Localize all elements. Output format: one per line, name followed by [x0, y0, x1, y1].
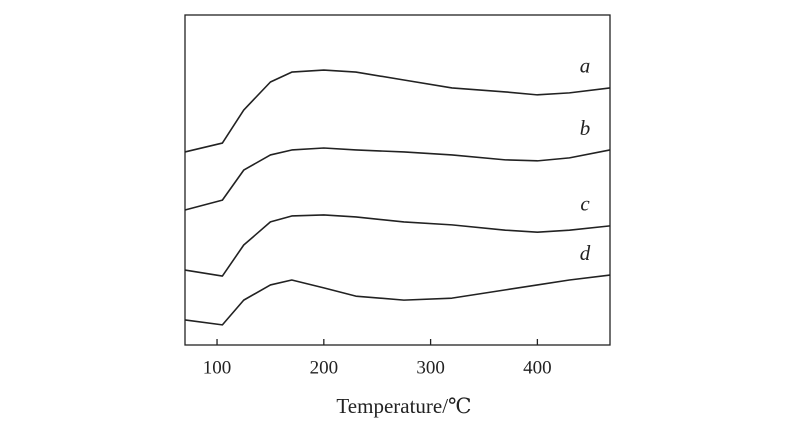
plot-frame	[184, 14, 611, 346]
series-label: b	[580, 116, 591, 140]
x-tick-label: 400	[523, 357, 552, 378]
x-axis-label: Temperature/℃	[336, 394, 471, 418]
line	[184, 147, 611, 211]
line	[184, 69, 611, 153]
series-label: c	[580, 192, 590, 216]
series-label: d	[580, 241, 591, 265]
series-label: a	[580, 54, 591, 78]
x-tick-label: 100	[203, 357, 232, 378]
x-tick-label: 200	[310, 357, 339, 378]
line	[184, 214, 611, 277]
x-tick-label: 300	[416, 357, 445, 378]
line	[184, 274, 611, 326]
